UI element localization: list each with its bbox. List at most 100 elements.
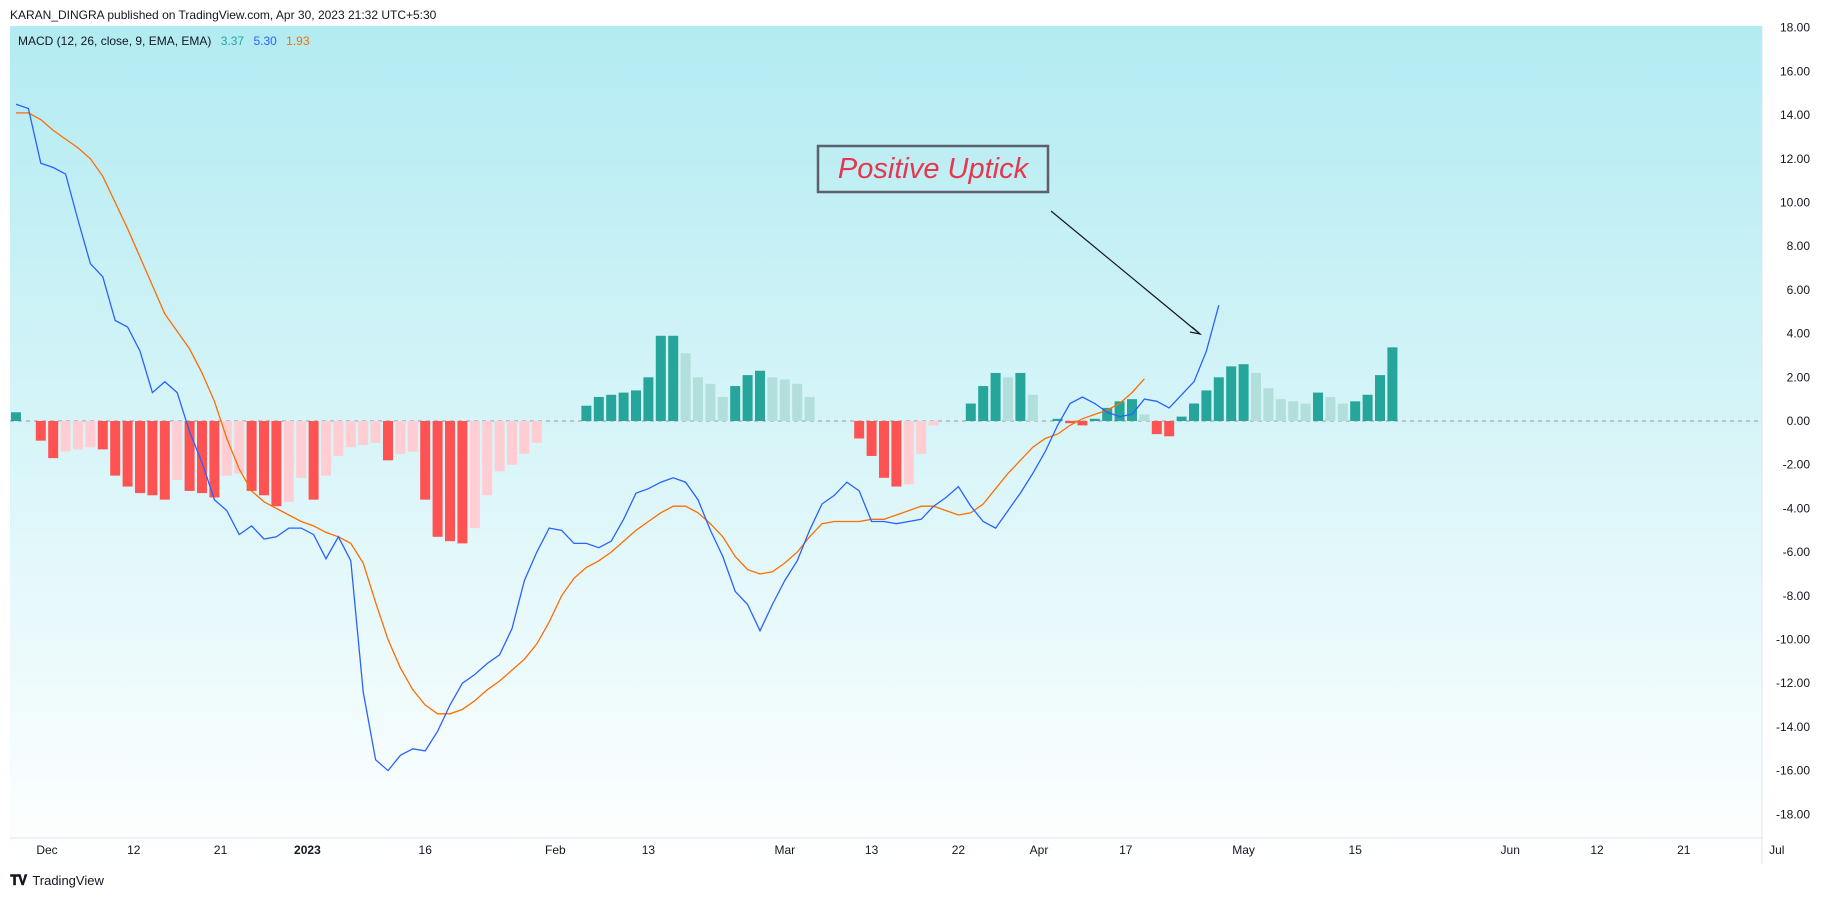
x-axis-ticks: Dec 12 21 2023 16 Feb 13 Mar 13 22 Apr 17 May 15 Jun 12… <box>36 843 1784 857</box>
y-tick-label: 14.00 <box>1780 108 1810 122</box>
histogram-bar <box>1337 403 1348 421</box>
histogram-bar <box>1350 401 1361 421</box>
footer-brand[interactable]: 𝐓𝐕 TradingView <box>10 872 104 889</box>
histogram-bar <box>1288 401 1299 421</box>
x-tick-label: 22 <box>952 843 966 857</box>
x-tick-label: 17 <box>1119 843 1133 857</box>
histogram-bar <box>308 421 319 500</box>
x-tick-label: May <box>1232 843 1255 857</box>
histogram-bar <box>172 421 183 480</box>
x-tick-label: 12 <box>1590 843 1604 857</box>
y-tick-label: 8.00 <box>1787 239 1811 253</box>
annotation-text[interactable]: Positive Uptick <box>838 153 1030 185</box>
histogram-bar <box>296 421 307 478</box>
y-tick-label: -12.00 <box>1776 676 1810 690</box>
histogram-bar <box>854 421 865 439</box>
histogram-bar <box>866 421 877 456</box>
indicator-legend[interactable]: MACD (12, 26, close, 9, EMA, EMA) 3.37 5… <box>18 34 310 48</box>
histogram-bar <box>246 421 257 491</box>
histogram-bar <box>655 335 666 421</box>
histogram-bar <box>345 421 356 448</box>
y-axis-ticks: 18.00 16.00 14.00 12.00 10.00 8.00 6.00 4.00 2.0… <box>1776 21 1810 822</box>
y-tick-label: -4.00 <box>1783 501 1811 515</box>
histogram-bar <box>1151 421 1162 435</box>
histogram-bar <box>60 421 71 452</box>
histogram-bar <box>48 421 59 459</box>
histogram-bar <box>1263 388 1274 421</box>
histogram-bar <box>73 421 83 450</box>
histogram-bar <box>717 396 728 421</box>
tradingview-logo-icon: 𝐓𝐕 <box>10 872 27 888</box>
histogram-bar <box>730 386 741 421</box>
histogram-bar <box>990 372 1001 421</box>
histogram-bar <box>395 421 406 454</box>
histogram-bar <box>147 421 158 496</box>
y-tick-label: -2.00 <box>1783 458 1811 472</box>
macd-value: 5.30 <box>253 34 277 48</box>
x-tick-label: 21 <box>214 843 228 857</box>
histogram-bar <box>916 421 927 454</box>
annotation-box[interactable] <box>816 144 1050 194</box>
footer-brand-label: TradingView <box>32 873 104 888</box>
histogram-bar <box>779 379 790 421</box>
histogram-bar <box>234 421 245 474</box>
histogram-bar <box>507 421 517 465</box>
histogram-bar <box>259 421 269 496</box>
histogram-bar <box>159 421 170 500</box>
annotation-arrow-head <box>1189 326 1203 336</box>
histogram-bar <box>1127 399 1137 421</box>
histogram-bar <box>1139 414 1150 421</box>
signal-line <box>16 112 1145 715</box>
histogram-bar <box>1027 394 1038 421</box>
histogram-bar <box>321 421 331 476</box>
histogram-bar <box>965 403 976 421</box>
histogram-bar <box>792 383 803 421</box>
y-tick-label: -18.00 <box>1776 807 1810 821</box>
y-tick-label: 0.00 <box>1787 414 1811 428</box>
histogram-bar <box>742 375 753 421</box>
histogram-bar <box>693 377 703 421</box>
histogram-bar <box>135 421 145 494</box>
histogram-bar <box>445 421 455 542</box>
histogram-bar <box>581 405 592 421</box>
histogram-bar <box>1176 416 1187 421</box>
y-tick-label: 6.00 <box>1787 283 1811 297</box>
annotation-arrow-line <box>1050 210 1201 335</box>
x-tick-label: 21 <box>1677 843 1691 857</box>
histogram-bar <box>705 383 716 421</box>
histogram-bar <box>432 421 443 537</box>
macd-line <box>15 103 1220 772</box>
histogram-bar <box>1325 396 1336 421</box>
histogram-bar <box>618 392 629 421</box>
signal-value: 1.93 <box>286 34 310 48</box>
histogram-bar <box>1089 418 1100 421</box>
histogram-bar <box>519 421 530 454</box>
x-tick-label: 16 <box>419 843 433 857</box>
histogram-bar <box>1003 377 1013 421</box>
x-tick-label: Mar <box>774 843 795 857</box>
histogram-bar <box>1251 372 1261 421</box>
histogram-bar <box>1313 392 1323 421</box>
histogram-bar <box>1201 390 1212 421</box>
histogram-bar <box>85 421 96 448</box>
y-tick-label: 10.00 <box>1780 196 1810 210</box>
histogram-bar <box>97 421 108 450</box>
histogram-bar <box>606 394 617 421</box>
histogram-value: 3.37 <box>221 34 245 48</box>
histogram-bar <box>271 421 282 507</box>
histogram-bar <box>1362 394 1373 421</box>
histogram-bar <box>1275 399 1286 421</box>
histogram-bar <box>755 370 765 421</box>
histogram-bar <box>593 396 604 421</box>
x-tick-label: 15 <box>1349 843 1363 857</box>
x-tick-label: Jul <box>1769 843 1784 857</box>
y-tick-label: 18.00 <box>1780 21 1810 35</box>
histogram-bar <box>482 421 493 496</box>
histogram-bar <box>11 412 21 421</box>
histogram-bar <box>1065 421 1075 424</box>
histogram-bar <box>1189 403 1199 421</box>
histogram-bar <box>283 421 294 502</box>
y-tick-label: -10.00 <box>1776 633 1810 647</box>
